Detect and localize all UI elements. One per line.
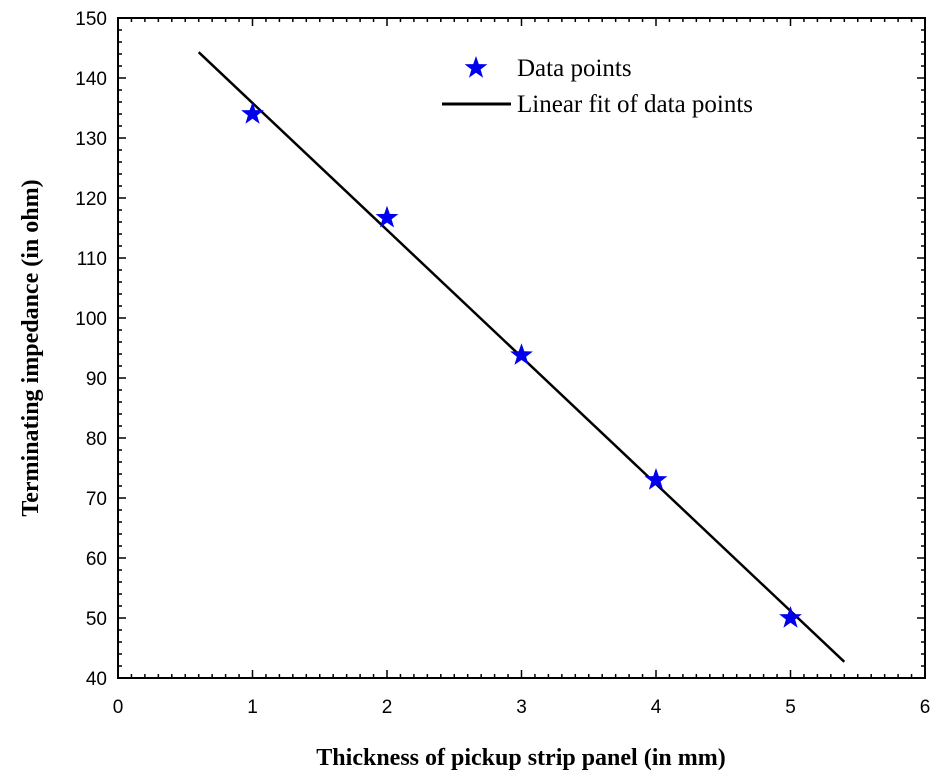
legend-label-linear-fit: Linear fit of data points <box>517 91 753 118</box>
x-tick-label: 0 <box>113 697 124 718</box>
data-point-star <box>241 102 264 124</box>
legend-star-icon <box>464 56 488 78</box>
legend: Data points Linear fit of data points <box>442 55 753 118</box>
y-tick-labels: 40 50 60 70 80 90 100 110 120 130 140 150 <box>75 9 107 690</box>
y-tick-label: 90 <box>86 369 107 390</box>
y-tick-label: 120 <box>75 189 107 210</box>
x-tick-label: 1 <box>247 697 258 718</box>
y-tick-label: 50 <box>86 609 107 630</box>
x-tick-label: 2 <box>382 697 393 718</box>
x-tick-label: 3 <box>516 697 527 718</box>
y-axis-title: Terminating impedance (in ohm) <box>18 179 44 516</box>
y-tick-label: 80 <box>86 429 107 450</box>
data-point-star <box>644 468 668 490</box>
data-point-star <box>510 343 533 365</box>
y-tick-label: 140 <box>75 69 107 90</box>
x-tick-labels: 0 1 2 3 4 5 6 <box>113 697 931 718</box>
data-point-star <box>779 606 802 628</box>
data-point-star <box>375 205 399 228</box>
series-layer <box>197 51 846 663</box>
y-tick-label: 100 <box>75 309 107 330</box>
y-tick-label: 110 <box>77 249 107 270</box>
y-tick-label: 40 <box>86 669 107 690</box>
y-tick-label: 150 <box>75 9 107 30</box>
x-tick-label: 4 <box>651 697 662 718</box>
legend-label-data-points: Data points <box>517 55 632 82</box>
y-tick-label: 70 <box>86 489 107 510</box>
x-tick-label: 5 <box>785 697 796 718</box>
x-axis-title: Thickness of pickup strip panel (in mm) <box>316 745 725 771</box>
y-tick-label: 60 <box>86 549 107 570</box>
y-tick-label: 130 <box>75 129 107 150</box>
axis-ticks <box>117 17 926 679</box>
x-tick-label: 6 <box>920 697 931 718</box>
